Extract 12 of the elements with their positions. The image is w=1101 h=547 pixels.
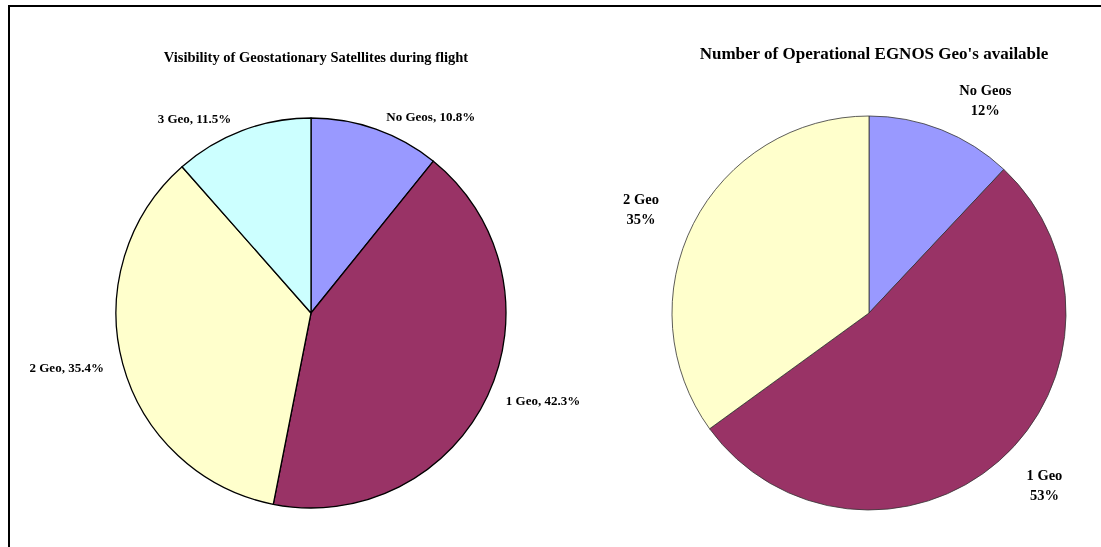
data-label: 53% [1029, 486, 1059, 503]
slice-label: 1 Geo, 42.3% [505, 393, 581, 409]
slice-label: 3 Geo, 11.5% [157, 110, 232, 126]
chart-title: Visibility of Geostationary Satellites during flight [163, 48, 469, 65]
slice-label: 1 Geo [1026, 467, 1063, 484]
slice-label: No Geos [959, 82, 1012, 99]
data-label: 12% [970, 101, 1000, 118]
chart-title: Number of Operational EGNOS Geo's available [699, 44, 1049, 63]
slice-label: 2 Geo [623, 191, 659, 208]
slice-label: No Geos, 10.8% [386, 109, 476, 125]
data-label: 35% [626, 210, 656, 227]
slice-label: 2 Geo, 35.4% [29, 359, 104, 375]
